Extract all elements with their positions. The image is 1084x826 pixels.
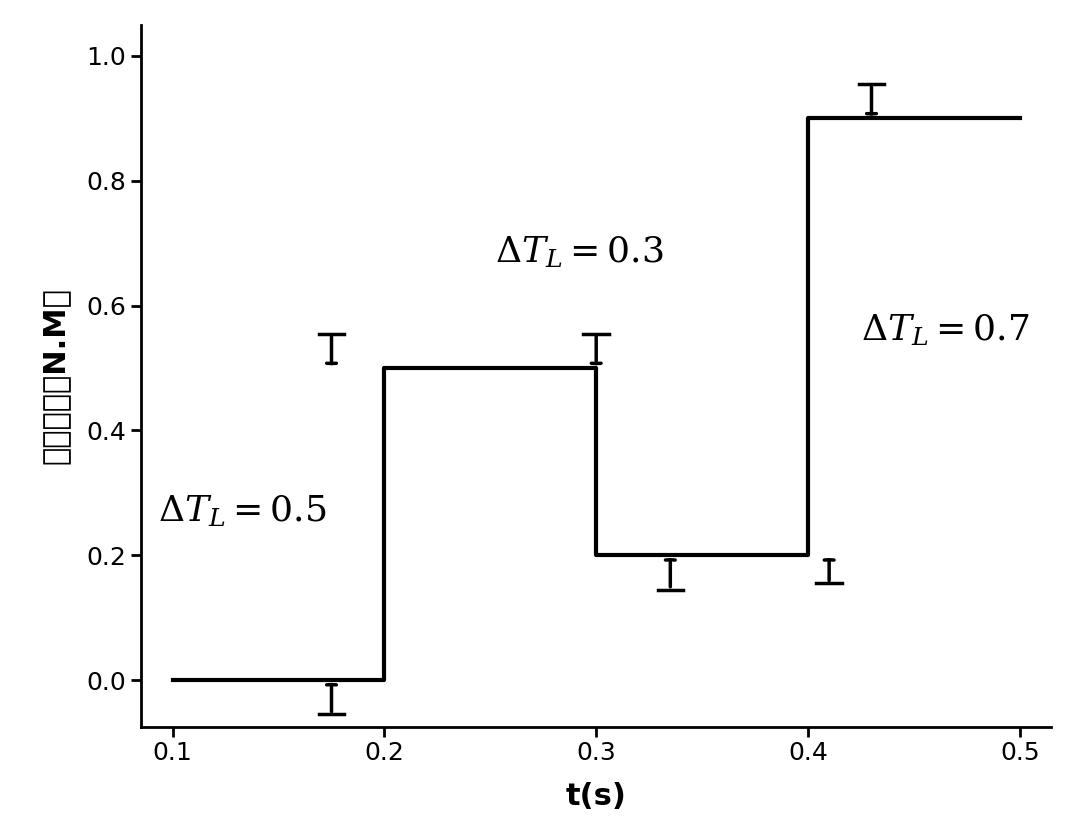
Text: $\Delta T_L=0.5$: $\Delta T_L=0.5$ [158,494,326,529]
Text: $\Delta T_L=0.7$: $\Delta T_L=0.7$ [861,313,1030,349]
Text: $\Delta T_L=0.3$: $\Delta T_L=0.3$ [494,235,663,270]
Y-axis label: 负载转矩（N.M）: 负载转矩（N.M） [41,287,69,464]
X-axis label: t(s): t(s) [566,782,627,811]
